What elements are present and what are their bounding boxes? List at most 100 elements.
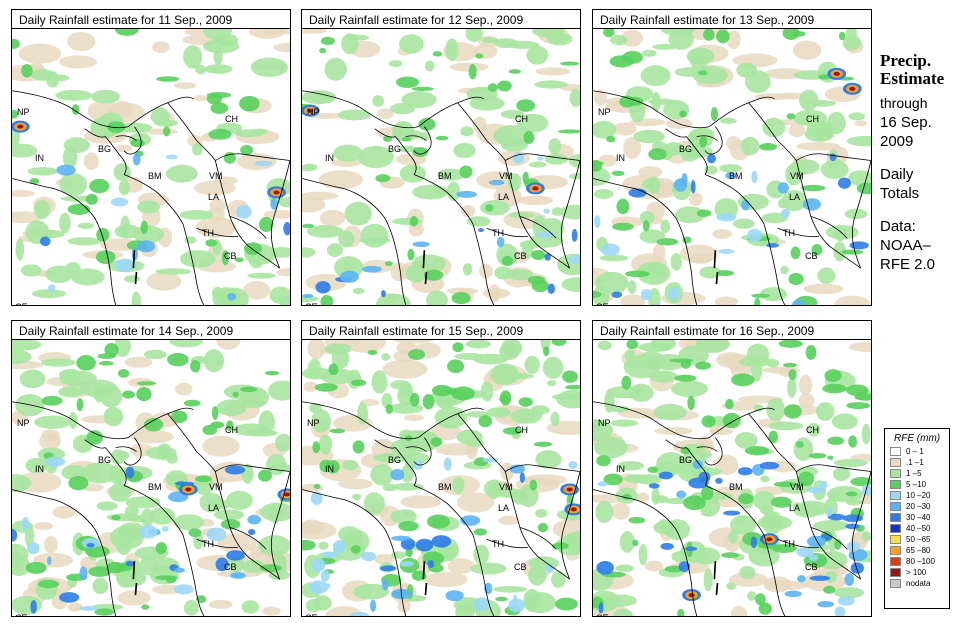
legend-swatch bbox=[890, 557, 901, 566]
legend: RFE (mm) 0 – 1 .1 –1 1 –5 5 –10 10 –20 20 –30… bbox=[884, 428, 950, 609]
map-label-vm: VM bbox=[209, 171, 223, 181]
sidebar-data-3: RFE 2.0 bbox=[880, 256, 936, 273]
legend-label: 5 –10 bbox=[906, 480, 927, 489]
map-panel: Daily Rainfall estimate for 14 Sep., 200… bbox=[11, 320, 291, 617]
sidebar-text: Precip. Estimate through 16 Sep. 2009 Da… bbox=[880, 52, 965, 274]
legend-label: 10 –20 bbox=[906, 491, 931, 500]
map-label-bm: BM bbox=[148, 171, 162, 181]
legend-title: RFE (mm) bbox=[894, 433, 941, 444]
rainfall-map: NP CH BG IN BM VM LA TH CB CE bbox=[592, 29, 872, 306]
map-label-ce: CE bbox=[596, 614, 609, 617]
map-label-in: IN bbox=[325, 464, 334, 474]
map-label-in: IN bbox=[35, 464, 44, 474]
map-label-bm: BM bbox=[438, 171, 452, 181]
map-label-vm: VM bbox=[790, 482, 804, 492]
sidebar-data-1: Data: bbox=[880, 218, 916, 235]
map-label-in: IN bbox=[616, 153, 625, 163]
map-label-in: IN bbox=[35, 153, 44, 163]
map-label-np: NP bbox=[17, 107, 30, 117]
legend-label: 80 –100 bbox=[906, 557, 935, 566]
map-label-ce: CE bbox=[305, 303, 318, 306]
legend-swatch bbox=[890, 491, 901, 500]
legend-label: 50 –65 bbox=[906, 535, 931, 544]
map-label-cb: CB bbox=[514, 562, 527, 572]
map-label-ce: CE bbox=[305, 614, 318, 617]
legend-item: .1 –1 bbox=[890, 457, 949, 468]
legend-label: .1 –1 bbox=[906, 458, 924, 467]
map-label-np: NP bbox=[307, 107, 320, 117]
sidebar-heading-1: Precip. bbox=[880, 51, 932, 70]
map-label-bm: BM bbox=[729, 482, 743, 492]
map-label-cb: CB bbox=[224, 562, 237, 572]
legend-swatch bbox=[890, 513, 901, 522]
map-label-th: TH bbox=[783, 228, 795, 238]
map-panel: Daily Rainfall estimate for 16 Sep., 200… bbox=[592, 320, 872, 617]
legend-swatch bbox=[890, 469, 901, 478]
legend-item: 1 –5 bbox=[890, 468, 949, 479]
map-label-np: NP bbox=[598, 418, 611, 428]
map-label-cb: CB bbox=[805, 251, 818, 261]
map-label-cb: CB bbox=[514, 251, 527, 261]
map-label-th: TH bbox=[492, 228, 504, 238]
rainfall-map: NP CH BG IN BM VM LA TH CB CE bbox=[592, 340, 872, 617]
legend-swatch bbox=[890, 480, 901, 489]
map-label-la: LA bbox=[498, 503, 510, 513]
sidebar-daily-1: Daily bbox=[880, 166, 914, 183]
legend-item: 50 –65 bbox=[890, 534, 949, 545]
panel-title: Daily Rainfall estimate for 14 Sep., 200… bbox=[11, 320, 291, 340]
map-label-la: LA bbox=[208, 503, 220, 513]
panel-title: Daily Rainfall estimate for 16 Sep., 200… bbox=[592, 320, 872, 340]
map-label-bm: BM bbox=[148, 482, 162, 492]
map-label-vm: VM bbox=[790, 171, 804, 181]
map-label-bg: BG bbox=[388, 455, 402, 465]
legend-label: > 100 bbox=[906, 568, 927, 577]
map-label-bg: BG bbox=[98, 455, 112, 465]
rainfall-map: NP CH BG IN BM VM LA TH CB CE bbox=[301, 340, 581, 617]
map-label-ch: CH bbox=[515, 114, 528, 124]
map-panel: Daily Rainfall estimate for 11 Sep., 200… bbox=[11, 9, 291, 306]
legend-item: 30 –40 bbox=[890, 512, 949, 523]
map-label-np: NP bbox=[307, 418, 320, 428]
legend-swatch bbox=[890, 535, 901, 544]
map-label-bg: BG bbox=[679, 455, 693, 465]
sidebar-data-2: NOAA– bbox=[880, 237, 931, 254]
map-label-la: LA bbox=[208, 192, 220, 202]
map-label-cb: CB bbox=[224, 251, 237, 261]
panel-title: Daily Rainfall estimate for 11 Sep., 200… bbox=[11, 9, 291, 29]
map-label-vm: VM bbox=[499, 482, 513, 492]
map-panel: Daily Rainfall estimate for 12 Sep., 200… bbox=[301, 9, 581, 306]
map-label-vm: VM bbox=[209, 482, 223, 492]
legend-label: nodata bbox=[906, 579, 931, 588]
map-panel: Daily Rainfall estimate for 15 Sep., 200… bbox=[301, 320, 581, 617]
legend-item: 10 –20 bbox=[890, 490, 949, 501]
panel-title: Daily Rainfall estimate for 15 Sep., 200… bbox=[301, 320, 581, 340]
map-label-vm: VM bbox=[499, 171, 513, 181]
legend-swatch bbox=[890, 524, 901, 533]
sidebar-heading-2: Estimate bbox=[880, 69, 945, 88]
rainfall-map: NP CH BG IN BM VM LA TH CB CE bbox=[11, 29, 291, 306]
legend-label: 40 –50 bbox=[906, 524, 931, 533]
panel-title: Daily Rainfall estimate for 12 Sep., 200… bbox=[301, 9, 581, 29]
legend-item: nodata bbox=[890, 578, 949, 589]
panel-title: Daily Rainfall estimate for 13 Sep., 200… bbox=[592, 9, 872, 29]
map-label-ch: CH bbox=[515, 425, 528, 435]
map-label-ce: CE bbox=[15, 614, 28, 617]
rainfall-map: NP CH BG IN BM VM LA TH CB CE bbox=[11, 340, 291, 617]
legend-swatch bbox=[890, 568, 901, 577]
legend-swatch bbox=[890, 447, 901, 456]
rainfall-map: NP CH BG IN BM VM LA TH CB CE bbox=[301, 29, 581, 306]
map-label-la: LA bbox=[498, 192, 510, 202]
legend-item: 80 –100 bbox=[890, 556, 949, 567]
legend-swatch bbox=[890, 546, 901, 555]
sidebar-daily-2: Totals bbox=[880, 185, 920, 202]
map-label-bg: BG bbox=[388, 144, 402, 154]
legend-item: 65 –80 bbox=[890, 545, 949, 556]
map-label-ch: CH bbox=[806, 425, 819, 435]
map-label-bm: BM bbox=[438, 482, 452, 492]
map-label-cb: CB bbox=[805, 562, 818, 572]
map-label-ch: CH bbox=[225, 114, 238, 124]
legend-item: 40 –50 bbox=[890, 523, 949, 534]
sidebar-through: through bbox=[880, 95, 928, 111]
map-panel: Daily Rainfall estimate for 13 Sep., 200… bbox=[592, 9, 872, 306]
legend-label: 20 –30 bbox=[906, 502, 931, 511]
